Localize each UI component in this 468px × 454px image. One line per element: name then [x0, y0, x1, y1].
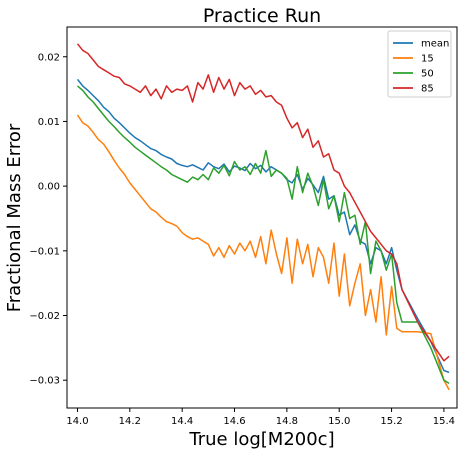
legend-box — [387, 30, 452, 98]
x-tick-label: 15.0 — [328, 416, 350, 427]
legend-label-85: 85 — [421, 84, 434, 95]
x-tick-label: 14.4 — [171, 416, 193, 427]
y-tick-label: 0.02 — [38, 52, 60, 63]
series-line-mean — [76, 78, 450, 374]
x-axis: 14.0 14.2 14.4 14.6 14.8 15.0 15.2 15.4 — [66, 408, 455, 427]
legend-label-15: 15 — [421, 54, 434, 65]
y-tick-label: −0.01 — [29, 246, 60, 257]
y-tick-label: −0.03 — [29, 376, 60, 387]
x-tick-label: 15.4 — [433, 416, 455, 427]
series-line-15 — [76, 114, 450, 391]
x-tick-label: 14.8 — [276, 416, 298, 427]
x-tick-label: 14.6 — [223, 416, 245, 427]
series-layer — [76, 43, 450, 391]
legend-label-mean: mean — [421, 39, 449, 50]
y-tick-label: 0.00 — [38, 182, 60, 193]
series-line-85 — [76, 43, 450, 362]
chart-title: Practice Run — [203, 5, 321, 27]
x-tick-label: 15.2 — [380, 416, 402, 427]
y-tick-label: 0.01 — [38, 117, 60, 128]
y-tick-label: −0.02 — [29, 311, 60, 322]
y-axis-title: Fractional Mass Error — [4, 123, 25, 312]
legend: mean 15 50 85 — [387, 30, 452, 98]
x-tick-label: 14.2 — [119, 416, 141, 427]
plot-frame — [66, 26, 458, 409]
x-axis-title: True log[M200c] — [188, 429, 334, 450]
y-axis: 0.02 0.01 0.00 −0.01 −0.02 −0.03 — [29, 52, 67, 387]
x-tick-label: 14.0 — [66, 416, 88, 427]
legend-label-50: 50 — [421, 69, 434, 80]
